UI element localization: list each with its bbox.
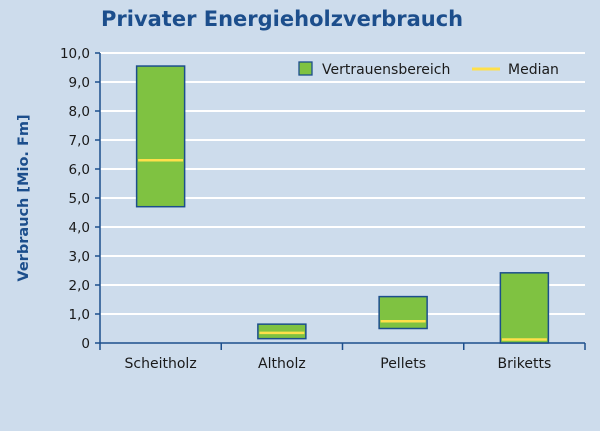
confidence-box-briketts (499, 272, 550, 344)
legend-label-confidence: Vertrauensbereich (322, 62, 450, 78)
legend: Vertrauensbereich Median (298, 61, 559, 78)
y-tick-label: 7,0 (69, 133, 90, 149)
category-label: Altholz (258, 356, 306, 372)
confidence-box-altholz (257, 323, 307, 340)
category-label: Briketts (498, 356, 552, 372)
y-tick-label: 4,0 (69, 220, 90, 236)
y-tick-label: 1,0 (69, 307, 90, 323)
y-tick-label: 8,0 (69, 104, 90, 120)
confidence-box-pellets (378, 295, 428, 330)
legend-swatch-confidence (298, 61, 313, 76)
y-tick-label: 9,0 (69, 75, 90, 91)
y-tick-label: 3,0 (69, 249, 90, 265)
label-layer: 0 1,0 2,0 3,0 4,0 5,0 6,0 7,0 8,0 9,0 10,0 Scheitho… (60, 46, 551, 372)
y-tick-label: 6,0 (69, 162, 90, 178)
legend-label-median: Median (508, 62, 559, 78)
category-label: Pellets (380, 356, 426, 372)
y-tick-label: 5,0 (69, 191, 90, 207)
y-tick-label: 0 (81, 336, 90, 352)
chart-title: Privater Energieholzverbrauch (101, 7, 464, 31)
bar-layer (135, 65, 550, 344)
y-tick-label: 10,0 (60, 46, 90, 62)
category-label: Scheitholz (125, 356, 197, 372)
confidence-box-scheitholz (135, 65, 186, 208)
y-tick-label: 2,0 (69, 278, 90, 294)
y-axis-label: Verbrauch [Mio. Fm] (16, 114, 32, 281)
